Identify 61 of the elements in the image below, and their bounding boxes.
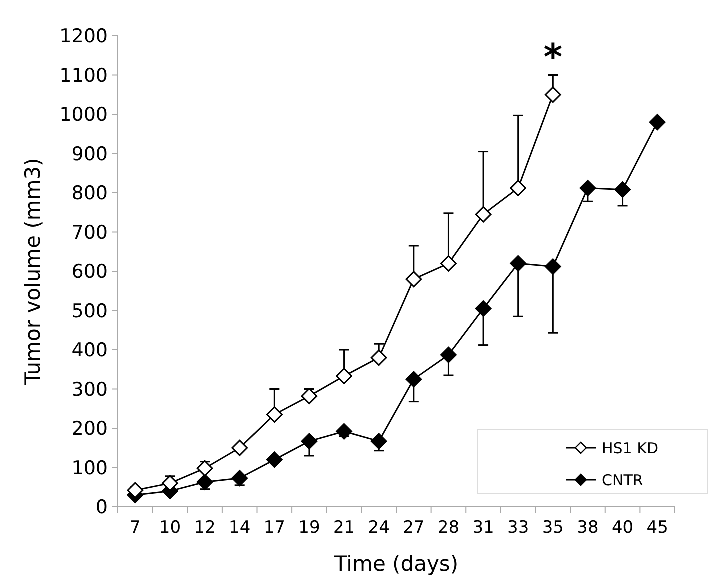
point [301, 433, 318, 450]
y-tick-label: 500 [72, 300, 108, 322]
point [162, 475, 178, 492]
point [544, 258, 562, 275]
x-tick-label: 7 [130, 518, 141, 538]
x-tick-label: 45 [646, 518, 668, 538]
point [301, 388, 318, 404]
y-tick-label: 100 [72, 457, 108, 480]
x-tick-label: 12 [194, 518, 216, 538]
point [232, 440, 248, 456]
point [196, 474, 214, 490]
point [336, 423, 352, 440]
y-tick-label: 1100 [60, 64, 108, 87]
point [475, 300, 492, 317]
point [370, 350, 388, 366]
x-tick-label: 21 [333, 518, 356, 538]
point [406, 371, 422, 388]
x-tick-label: 27 [403, 518, 425, 538]
x-tick-label: 40 [612, 518, 634, 538]
x-tick-label: 17 [264, 518, 286, 538]
point [406, 271, 422, 288]
point [370, 433, 388, 450]
point [475, 206, 492, 223]
point [440, 255, 457, 272]
x-tick-label: 19 [298, 518, 320, 538]
y-tick-label: 700 [72, 222, 108, 244]
point [649, 114, 666, 131]
y-tick-label: 400 [72, 340, 108, 362]
point [510, 255, 527, 272]
x-tick-label: 33 [508, 518, 530, 538]
annotation: * [544, 37, 563, 78]
point [196, 460, 214, 477]
point [266, 406, 283, 423]
y-tick-label: 600 [72, 261, 108, 284]
point [510, 180, 527, 196]
point [336, 368, 352, 384]
point [266, 452, 283, 468]
point [614, 182, 631, 198]
y-tick-label: 300 [72, 378, 108, 401]
point [440, 346, 457, 364]
legend-label: HS1 KD [602, 439, 658, 458]
y-axis-title: Tumor volume (mm3) [21, 158, 45, 386]
x-tick-label: 31 [472, 518, 494, 538]
x-tick-label: 28 [438, 518, 460, 538]
point [127, 482, 144, 499]
y-tick-label: 0 [96, 496, 108, 519]
point [544, 86, 562, 104]
point [232, 470, 248, 487]
y-tick-label: 200 [72, 418, 108, 440]
y-tick-label: 1000 [60, 104, 108, 126]
y-tick-label: 1200 [60, 26, 108, 48]
point [580, 180, 596, 196]
legend-label: CNTR [602, 471, 644, 490]
x-tick-label: 38 [577, 518, 599, 538]
y-tick-label: 800 [72, 182, 108, 205]
x-tick-label: 24 [368, 518, 390, 538]
x-tick-label: 14 [229, 518, 251, 538]
x-tick-label: 10 [159, 518, 182, 538]
x-tick-label: 35 [542, 518, 564, 538]
y-tick-label: 900 [72, 143, 108, 166]
x-axis-title: Time (days) [333, 552, 459, 576]
